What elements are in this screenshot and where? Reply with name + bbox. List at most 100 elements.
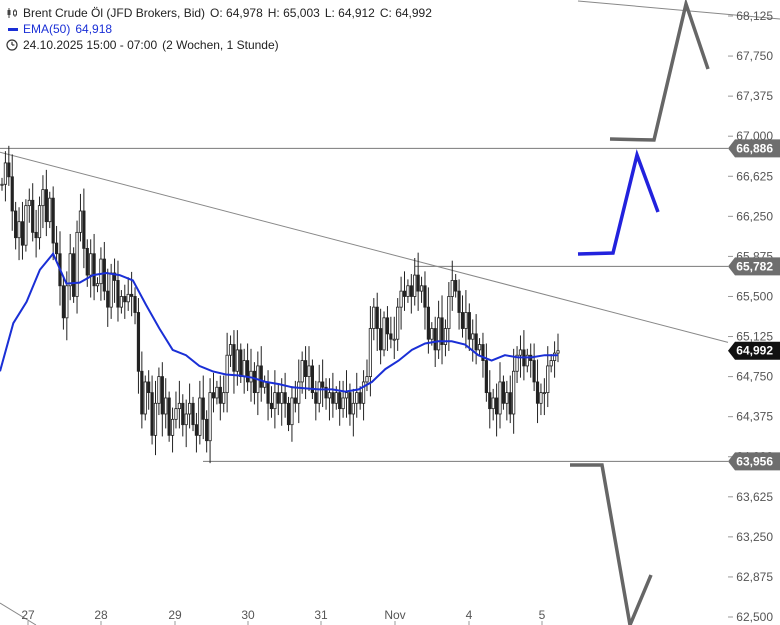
candle-body (252, 370, 257, 394)
candle-body (515, 354, 519, 372)
y-tick-label: 65,500 (736, 289, 773, 303)
candle-body (399, 290, 403, 308)
candle-body (365, 376, 369, 383)
candle-body (37, 205, 42, 239)
candle-body (191, 402, 195, 426)
ema-swatch (8, 27, 18, 31)
candle-body (321, 381, 325, 388)
candle-body (259, 365, 263, 388)
candle-body (283, 392, 287, 404)
candle-body (518, 349, 523, 356)
candle-body (307, 365, 311, 378)
candle-body (546, 365, 550, 394)
candle-body (505, 392, 509, 404)
candle-body (61, 285, 65, 319)
candle-body (82, 210, 86, 249)
candle-body (181, 402, 185, 426)
candle-body (491, 397, 495, 410)
candle-body (433, 328, 437, 351)
y-tick-label: 62,500 (736, 610, 773, 624)
candle-body (385, 317, 390, 335)
x-tick-label: 5 (539, 608, 546, 622)
y-tick-label: 63,625 (736, 490, 773, 504)
candle-body (245, 360, 250, 383)
candle-body (481, 344, 485, 361)
open-value: O: 64,978 (210, 6, 263, 20)
price-tags: 66,886 65,782 64,992 63,956 (728, 139, 780, 471)
x-tick-label: 4 (466, 608, 473, 622)
candle-body (10, 176, 14, 212)
candle-body (338, 392, 342, 410)
y-tick-label: 62,875 (736, 570, 773, 584)
candle-body (406, 285, 410, 297)
candle-body (484, 360, 488, 394)
candle-body (402, 290, 407, 297)
candle-body (457, 290, 461, 313)
candle-body (348, 392, 352, 415)
candle-body (194, 424, 199, 436)
candle-body (409, 285, 413, 297)
price-tag (728, 341, 780, 360)
ema-polyline (0, 251, 558, 393)
candle-body (413, 274, 417, 297)
candle-body (368, 328, 372, 377)
y-tick-label: 64,375 (736, 410, 773, 424)
candle-body (167, 397, 171, 436)
candle-body (44, 189, 48, 223)
candle-body (133, 296, 137, 313)
candle-body (242, 360, 246, 378)
candle-body (269, 402, 274, 410)
candle-body (208, 392, 212, 442)
x-axis: 27 28 29 30 31 Nov 4 5 (21, 608, 546, 625)
ema-row: EMA(50) 64,918 (6, 21, 437, 37)
price-tag (728, 452, 780, 471)
candle-body (184, 413, 188, 426)
trend-line (0, 151, 729, 343)
candle-body (150, 392, 154, 436)
candle-body (549, 360, 553, 367)
candle-body (136, 312, 141, 372)
trend-line (577, 0, 780, 20)
candle-body (351, 402, 355, 415)
candle-body (443, 328, 448, 345)
candle-body (177, 402, 181, 410)
candle-body (450, 280, 454, 297)
y-tick-label: 63,250 (736, 530, 773, 544)
candle-body (68, 253, 72, 287)
y-tick-label: 68,125 (736, 9, 773, 23)
candle-body (382, 317, 386, 351)
candle-body (535, 381, 540, 404)
price-tag-label: 63,956 (736, 454, 773, 468)
close-value: C: 64,992 (379, 6, 432, 20)
candle-body (85, 247, 89, 276)
direction-arrows (570, 0, 710, 625)
candle-body (119, 296, 123, 308)
candle-body (153, 402, 158, 436)
candle-body (426, 306, 430, 340)
candle-body (157, 376, 161, 404)
interval: (2 Wochen, 1 Stunde) (162, 38, 279, 52)
candle-body (375, 306, 379, 329)
y-tick-label: 64,750 (736, 370, 773, 384)
candle-body (477, 344, 482, 351)
candle-body (218, 386, 222, 404)
candle-body (31, 199, 35, 233)
candle-body (532, 360, 536, 383)
x-tick-label: Nov (384, 608, 405, 622)
candle-body (552, 352, 557, 361)
candle-body (276, 392, 280, 404)
candle-body (222, 392, 226, 404)
candle-body (286, 402, 291, 426)
candle-body (539, 392, 543, 404)
candle-body (498, 381, 502, 415)
up-arrow-gray (609, 0, 710, 142)
candle-body (3, 162, 8, 185)
candle-body (392, 338, 396, 341)
x-tick-label: 27 (21, 608, 35, 622)
candle-body (464, 312, 468, 329)
candle-body (334, 392, 338, 404)
candle-body (331, 392, 335, 404)
x-tick-label: 28 (94, 608, 108, 622)
candle-body (143, 381, 147, 415)
